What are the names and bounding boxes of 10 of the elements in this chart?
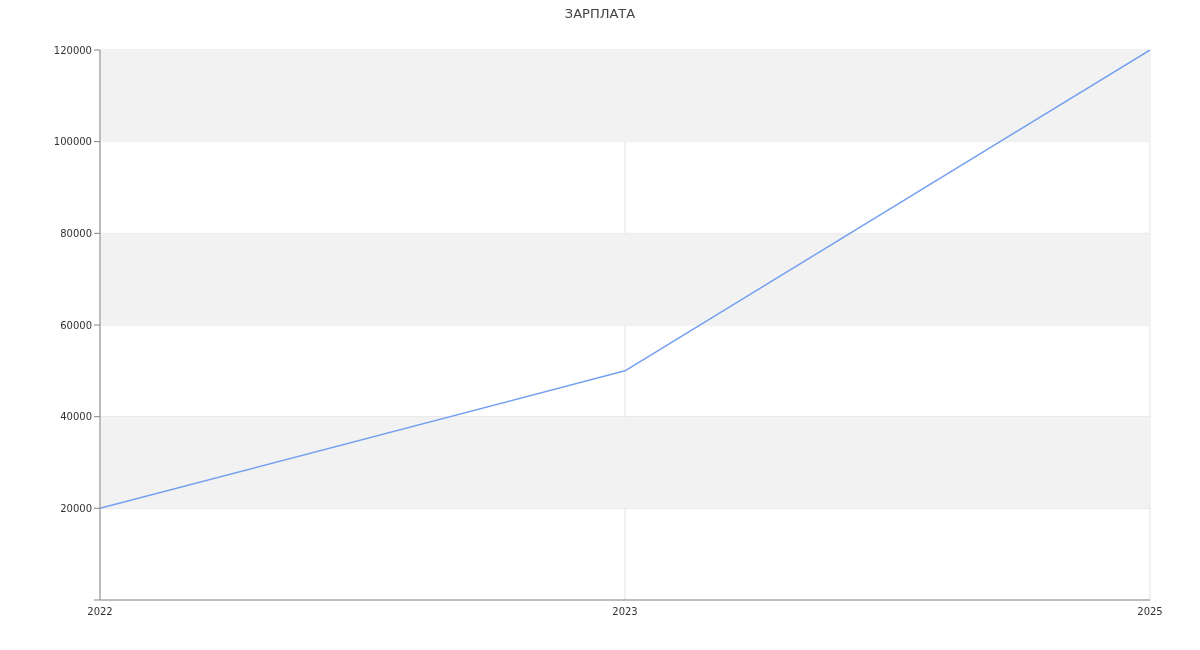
x-tick-label: 2023 (612, 606, 638, 618)
y-tick-label: 20000 (60, 502, 92, 514)
x-tick-label: 2022 (87, 606, 113, 618)
x-tick-label: 2025 (1137, 606, 1163, 618)
y-tick-label: 120000 (53, 44, 92, 56)
y-tick-label: 80000 (60, 227, 92, 239)
y-tick-label: 100000 (53, 136, 92, 148)
y-tick-label: 40000 (60, 411, 92, 423)
chart-title: ЗАРПЛАТА (563, 6, 637, 23)
y-tick-label: 60000 (60, 319, 92, 331)
